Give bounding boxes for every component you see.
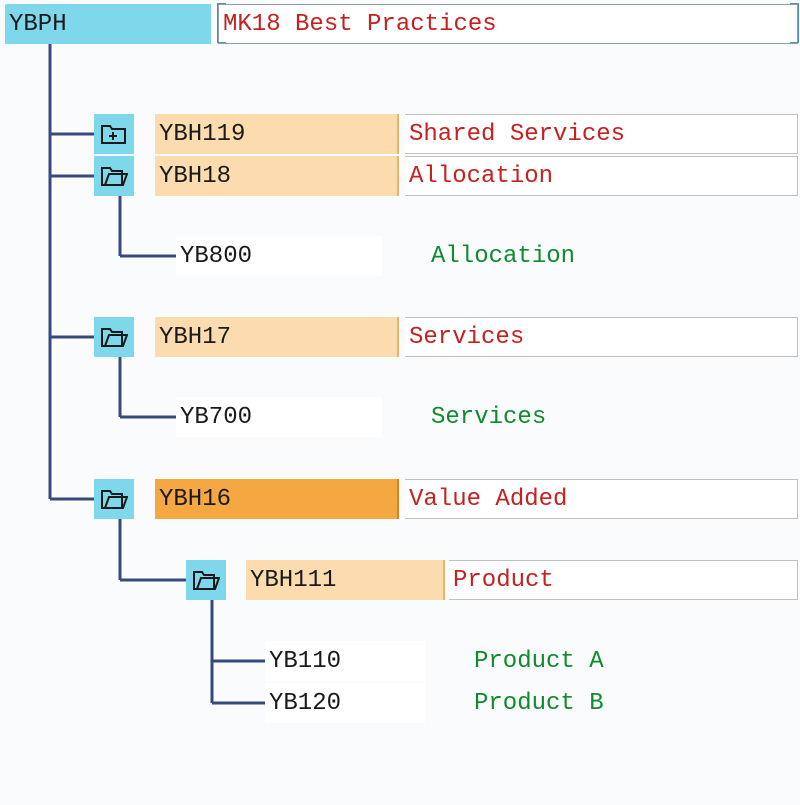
leaf-description: Allocation	[427, 236, 579, 276]
node-description[interactable]: Services	[405, 317, 798, 357]
node-code[interactable]: YBH111	[246, 560, 445, 600]
leaf-code[interactable]: YB110	[265, 641, 425, 681]
node-code[interactable]: YBH16	[155, 479, 399, 519]
hierarchy-root-code[interactable]: YBPH	[5, 4, 211, 44]
node-description[interactable]: Shared Services	[405, 114, 798, 154]
folder-plus-icon[interactable]	[94, 114, 134, 154]
node-description[interactable]: Value Added	[405, 479, 798, 519]
node-code[interactable]: YBH119	[155, 114, 399, 154]
node-code[interactable]: YBH17	[155, 317, 399, 357]
leaf-description: Services	[427, 397, 550, 437]
folder-open-icon[interactable]	[186, 560, 226, 600]
node-description[interactable]: Allocation	[405, 156, 798, 196]
leaf-description: Product B	[470, 683, 608, 723]
leaf-description: Product A	[470, 641, 608, 681]
folder-open-icon[interactable]	[94, 156, 134, 196]
leaf-code[interactable]: YB120	[265, 683, 425, 723]
folder-open-icon[interactable]	[94, 479, 134, 519]
hierarchy-root-title[interactable]: MK18 Best Practices	[218, 4, 798, 44]
leaf-code[interactable]: YB700	[176, 397, 382, 437]
leaf-code[interactable]: YB800	[176, 236, 382, 276]
node-code[interactable]: YBH18	[155, 156, 399, 196]
node-description[interactable]: Product	[449, 560, 798, 600]
folder-open-icon[interactable]	[94, 317, 134, 357]
